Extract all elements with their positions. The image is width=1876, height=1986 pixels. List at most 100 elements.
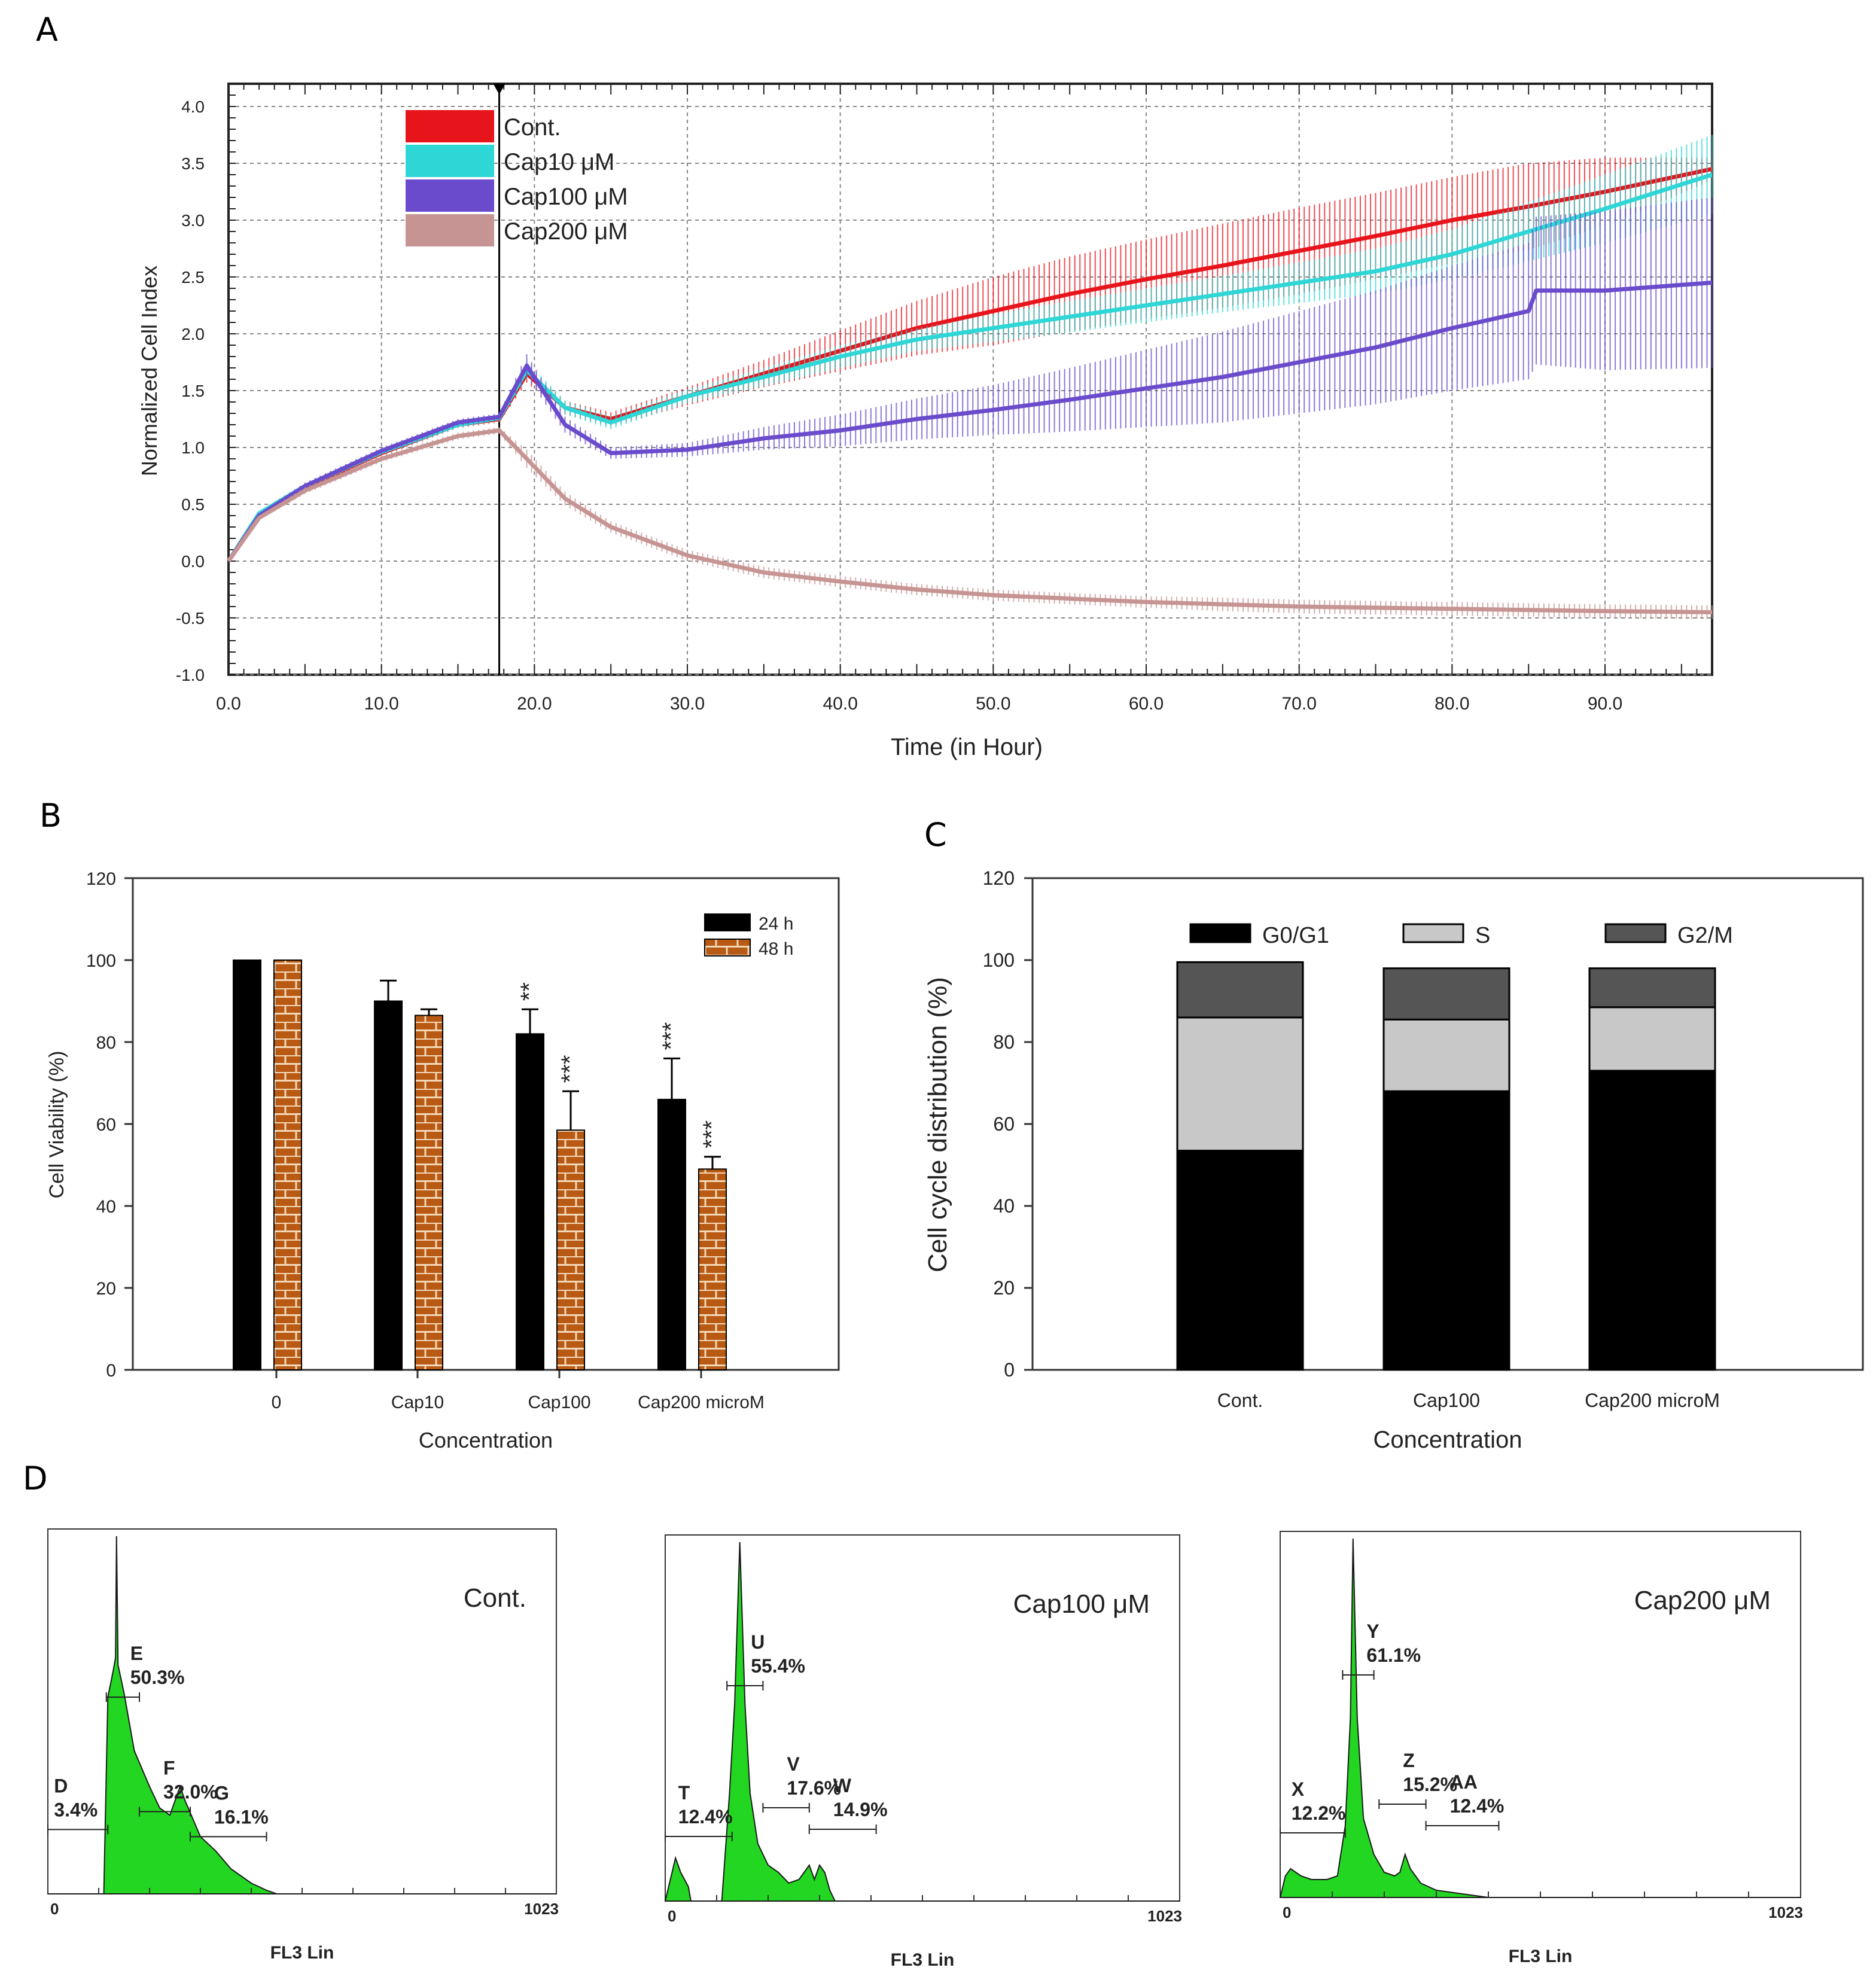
panel-d-histogram-area	[664, 1542, 1180, 1902]
panel-d-histogram-0: D 3.4% E 50.3% F 32.0%G16.1% Cont. 0 1023 FL3 Lin	[47, 1528, 559, 1963]
panel-label-b: B	[39, 797, 62, 834]
panel-a-x-tick-label: 70.0	[1281, 694, 1316, 714]
panel-a-x-tick-label: 60.0	[1129, 694, 1164, 714]
panel-a-x-tick-label: 0.0	[216, 694, 241, 714]
panel-c-legend-label: G0/G1	[1262, 923, 1329, 948]
panel-c-legend-swatch	[1402, 923, 1464, 943]
panel-c-bar-segment	[1382, 1090, 1510, 1371]
panel-d-x-axis-title: FL3 Lin	[1509, 1947, 1573, 1966]
panel-b-x-tick-label: Cap10	[391, 1393, 444, 1412]
panel-d-gate-percent: 12.4%	[1450, 1795, 1505, 1817]
panel-d-histogram-1: T12.4% U55.4% V17.6%W 14.9% Cap100 μM 0 1023 FL…	[664, 1534, 1182, 1970]
panel-c-bar-segment	[1176, 1016, 1304, 1152]
panel-b-x-tick-label: 0	[272, 1393, 282, 1412]
panel-b-y-tick-label: 100	[86, 951, 116, 971]
panel-d-gate-percent: 15.2%	[1403, 1774, 1457, 1795]
panel-d-sample-label: Cap200 μM	[1634, 1586, 1771, 1615]
panel-a-legend-swatch	[406, 145, 494, 177]
panel-a-y-tick-label: 0.0	[181, 552, 205, 571]
panel-a-x-axis-title: Time (in Hour)	[891, 734, 1043, 760]
panel-a-legend-label: Cap100 μM	[504, 184, 628, 210]
panel-a-x-tick-label: 30.0	[670, 694, 705, 714]
panel-d-gate-letter: D	[54, 1775, 68, 1796]
panel-b-legend-label: 24 h	[759, 914, 793, 934]
panel-b-legend-label: 48 h	[759, 939, 793, 959]
panel-b-legend: 24 h 48 h	[704, 913, 793, 959]
panel-d-x-max-label: 1023	[524, 1900, 559, 1918]
panel-a-series-2	[227, 197, 1713, 562]
panel-b-x-axis-title: Concentration	[419, 1428, 553, 1452]
panel-label-c: C	[924, 816, 947, 854]
panel-d-gate-letter: Z	[1403, 1750, 1415, 1771]
panel-a-y-tick-label: 4.0	[181, 98, 205, 116]
panel-d-x-min-label: 0	[1283, 1903, 1291, 1921]
panel-b-bar	[657, 1098, 686, 1371]
panel-d-gate-letter: X	[1292, 1778, 1305, 1800]
panel-a-x-tick-label: 40.0	[823, 694, 857, 714]
panel-d-gate-letter: V	[787, 1753, 800, 1775]
panel-a-y-tick-label: 1.5	[181, 382, 205, 400]
panel-c-y-axis-title: Cell cycle distribution (%)	[923, 977, 952, 1272]
panel-a-series-line	[227, 428, 1713, 614]
panel-b-x-tick-label: Cap200 microM	[638, 1393, 765, 1412]
panel-d-sample-label: Cap100 μM	[1013, 1589, 1150, 1619]
panel-c-legend-label: S	[1475, 923, 1490, 948]
panel-d-gate-percent: 12.4%	[678, 1806, 733, 1827]
panel-c-y-tick-label: 60	[993, 1113, 1015, 1135]
panel-b-bar-chart: 0 20 40 60 80 100 120 0 Cap10 Cap100 Cap200 microM…	[45, 869, 840, 1452]
panel-c-y-tick-label: 100	[983, 949, 1015, 971]
panel-c-bar-segment	[1176, 1150, 1304, 1371]
panel-c-bar-segment	[1588, 1006, 1716, 1072]
panel-b-y-tick-label: 40	[96, 1197, 116, 1217]
panel-label-d: D	[23, 1460, 48, 1497]
panel-c-legend-label: G2/M	[1677, 923, 1733, 948]
panel-d-gate-percent: 17.6%	[787, 1777, 841, 1799]
panel-a-y-tick-label: 1.0	[181, 438, 205, 457]
panel-a-series-3	[227, 427, 1713, 619]
panel-b-bar	[556, 1129, 585, 1371]
panel-d-flow-histograms: D 3.4% E 50.3% F 32.0%G16.1% Cont. 0 1023 FL3 Lin…	[47, 1528, 1803, 1970]
panel-b-y-tick-label: 60	[96, 1115, 116, 1135]
panel-d-gate-percent: 32.0%	[163, 1781, 218, 1802]
panel-c-y-tick-label: 40	[993, 1195, 1015, 1217]
panel-b-bar	[374, 1000, 403, 1370]
panel-d-histogram-area	[1279, 1538, 1801, 1898]
panel-a-y-tick-label: 2.5	[181, 268, 205, 287]
panel-a-legend-label: Cap200 μM	[504, 218, 628, 245]
panel-c-x-tick-label: Cont.	[1217, 1390, 1263, 1411]
panel-d-gate-letter: F	[163, 1757, 175, 1778]
panel-c-y-tick-label: 80	[993, 1031, 1015, 1053]
panel-b-y-axis-title: Cell Viability (%)	[45, 1051, 68, 1199]
panel-d-sample-label: Cont.	[464, 1583, 526, 1613]
panel-b-legend-swatch	[704, 913, 751, 931]
panel-d-x-axis-title: FL3 Lin	[270, 1943, 334, 1963]
panel-d-gate-letter: G	[214, 1782, 229, 1804]
panel-a-y-tick-label: 3.0	[181, 211, 205, 230]
panel-b-y-tick-label: 80	[96, 1033, 116, 1053]
panel-a-x-tick-label: 20.0	[517, 694, 552, 714]
panel-c-bar-segment	[1382, 967, 1510, 1021]
panel-c-bar-segment	[1588, 967, 1716, 1009]
panel-a-x-tick-label: 10.0	[364, 694, 398, 714]
panel-a-series-line	[227, 281, 1713, 562]
panel-a-y-tick-label: -1.0	[176, 666, 205, 684]
panel-a-y-axis-title: Normalized Cell Index	[137, 266, 162, 476]
panel-a-legend-swatch	[406, 179, 494, 212]
panel-a-treatment-arrow	[493, 84, 505, 95]
panel-b-bar	[516, 1033, 544, 1371]
panel-d-gate-percent: 12.2%	[1292, 1802, 1346, 1824]
panel-b-significance-mark: ***	[658, 1022, 684, 1050]
panel-b-bar	[415, 1015, 443, 1370]
panel-a-line-chart: 0.0 10.0 20.0 30.0 40.0 50.0 60.0 70.0 80.0 90.0 -…	[137, 83, 1713, 760]
panel-a-x-tick-label: 50.0	[976, 694, 1010, 714]
panel-c-y-tick-label: 20	[993, 1277, 1015, 1299]
panel-b-significance-mark: ***	[699, 1120, 725, 1149]
panel-d-gate-letter: W	[833, 1775, 852, 1796]
panel-c-x-axis-title: Concentration	[1373, 1427, 1522, 1453]
panel-c-y-tick-label: 0	[1004, 1359, 1015, 1381]
panel-d-gate-percent: 61.1%	[1366, 1644, 1421, 1666]
panel-b-bar	[233, 960, 261, 1370]
panel-b-bar	[698, 1168, 727, 1370]
